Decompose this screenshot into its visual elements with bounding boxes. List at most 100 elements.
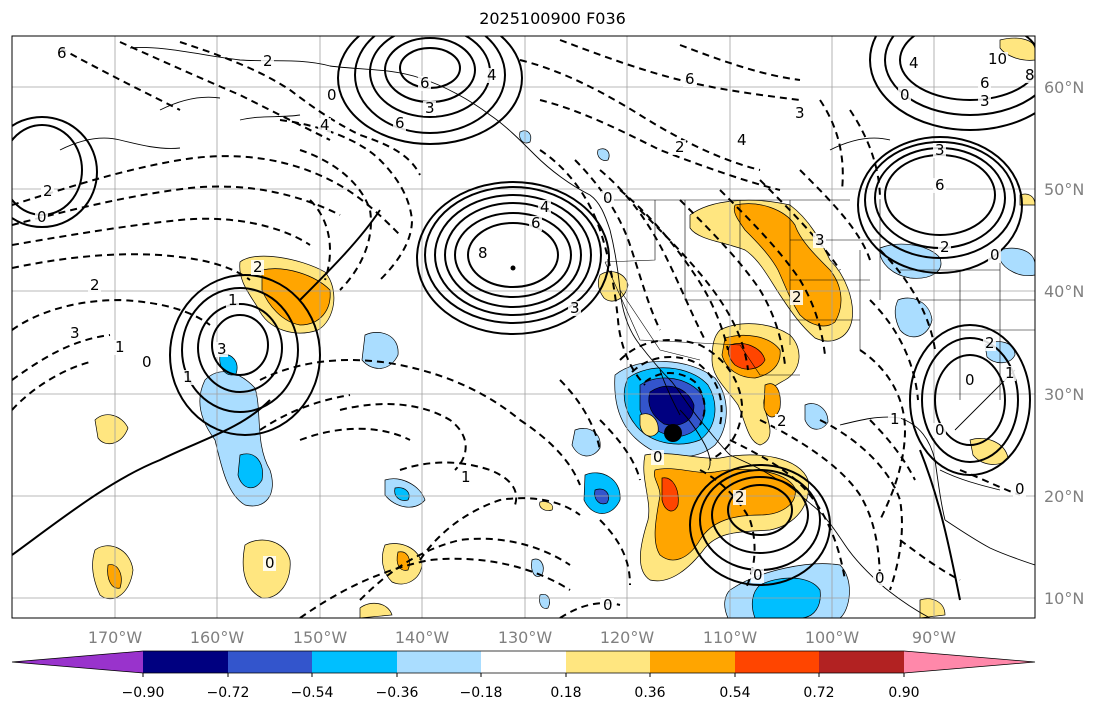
contour-label: 0 [142, 353, 152, 371]
contour-label-background [813, 233, 826, 248]
lat-label: 20°N [1044, 487, 1084, 506]
lon-label: 150°W [293, 628, 348, 647]
lon-label: 130°W [498, 628, 553, 647]
colorbar-tick-label: 0.54 [719, 685, 750, 701]
colorbar-segment [481, 651, 566, 673]
contour-label: 0 [1015, 480, 1025, 498]
map-frame [11, 35, 1036, 619]
contour-label-background [325, 88, 338, 103]
contour-label: 0 [265, 554, 275, 572]
contour-label: 3 [425, 99, 435, 117]
lon-label: 140°W [395, 628, 450, 647]
contour-label: 0 [603, 596, 613, 614]
lat-label: 40°N [1044, 282, 1084, 301]
contour-label-background [933, 423, 946, 438]
contour-label-background [418, 76, 431, 91]
lat-label: 30°N [1044, 385, 1084, 404]
colorbar-segment [397, 651, 481, 673]
contour-label-background [978, 94, 991, 109]
lat-label: 60°N [1044, 78, 1084, 97]
contour-label: 1 [890, 410, 900, 428]
contour-label-background [215, 342, 228, 357]
contour-label-background [751, 568, 764, 583]
contour-label-background [35, 210, 48, 225]
contour-label-background [251, 260, 264, 275]
contour-label: 2 [263, 52, 273, 70]
contour-label: 10 [988, 50, 1007, 68]
contour-label: 4 [320, 116, 330, 134]
contour-label: 0 [653, 448, 663, 466]
contour-label-background [735, 133, 748, 148]
contour-label-background [601, 598, 614, 613]
contour-label: 6 [420, 74, 430, 92]
contour-label: 3 [217, 340, 227, 358]
contour-label: 3 [70, 324, 80, 342]
contour-label: 1 [115, 338, 125, 356]
contour-label: 3 [815, 231, 825, 249]
contour-label: 2 [777, 412, 787, 430]
contour-label-background [1023, 68, 1036, 83]
colorbar-segment [566, 651, 650, 673]
colorbar-segment [143, 651, 228, 673]
contour-label-background [793, 106, 806, 121]
contour-label: 8 [1025, 66, 1035, 84]
contour-label-background [393, 116, 406, 131]
contour-label: 3 [570, 299, 580, 317]
contour-label-background [140, 355, 153, 370]
contour-label-background [933, 178, 946, 193]
colorbar-extend-high [904, 651, 1035, 673]
contour-label-background [476, 246, 489, 261]
colorbar-tick-label: −0.54 [291, 685, 334, 701]
lon-label: 100°W [805, 628, 860, 647]
contour-label: 0 [875, 569, 885, 587]
solid-contours [12, 36, 1035, 601]
contour-label-background [318, 118, 331, 133]
contour-label-background [983, 336, 996, 351]
map-title: 2025100900 F036 [479, 9, 626, 28]
contour-label: 8 [478, 244, 488, 262]
contour-label-background [986, 52, 1008, 67]
colorbar-segment [228, 651, 312, 673]
contour-label-background [978, 76, 991, 91]
lon-label: 110°W [703, 628, 758, 647]
contour-label: 0 [965, 371, 975, 389]
colorbar-tick-label: 0.72 [803, 685, 834, 701]
contour-label: 4 [737, 131, 747, 149]
contour-label: 1 [461, 468, 471, 486]
contour-label-background [181, 370, 194, 385]
contour-label-background [1003, 366, 1016, 381]
contour-label: 1 [183, 368, 193, 386]
contour-label: 6 [980, 74, 990, 92]
lon-label: 160°W [190, 628, 245, 647]
colorbar-tick-label: −0.36 [376, 685, 419, 701]
contour-label: 2 [792, 288, 802, 306]
contour-label-background [933, 143, 946, 158]
contour-label-background [226, 293, 239, 308]
contour-label: 2 [675, 138, 685, 156]
contour-label-background [938, 240, 951, 255]
contour-label: 4 [909, 54, 919, 72]
contour-label: 0 [37, 208, 47, 226]
contour-label: 0 [603, 189, 613, 207]
colorbar-tick-label: 0.18 [550, 685, 581, 701]
contour-label: 0 [327, 86, 337, 104]
contour-label-background [790, 290, 803, 305]
contour-label: 2 [735, 488, 745, 506]
contour-label-background [423, 101, 436, 116]
colorbar-segment [819, 651, 904, 673]
contour-label: 1 [1005, 364, 1015, 382]
colorbar-tick-label: 0.90 [888, 685, 919, 701]
contour-label: 2 [43, 182, 53, 200]
contour-label: 0 [753, 566, 763, 584]
contour-label-background [898, 88, 911, 103]
contour-label: 6 [57, 44, 67, 62]
colorbar-segment [735, 651, 819, 673]
colorbar-extend-low [12, 651, 143, 673]
contour-label-background [775, 414, 788, 429]
contour-label-background [733, 490, 746, 505]
lat-label: 10°N [1044, 589, 1084, 608]
contour-label-background [673, 140, 686, 155]
contour-label-background [601, 191, 614, 206]
